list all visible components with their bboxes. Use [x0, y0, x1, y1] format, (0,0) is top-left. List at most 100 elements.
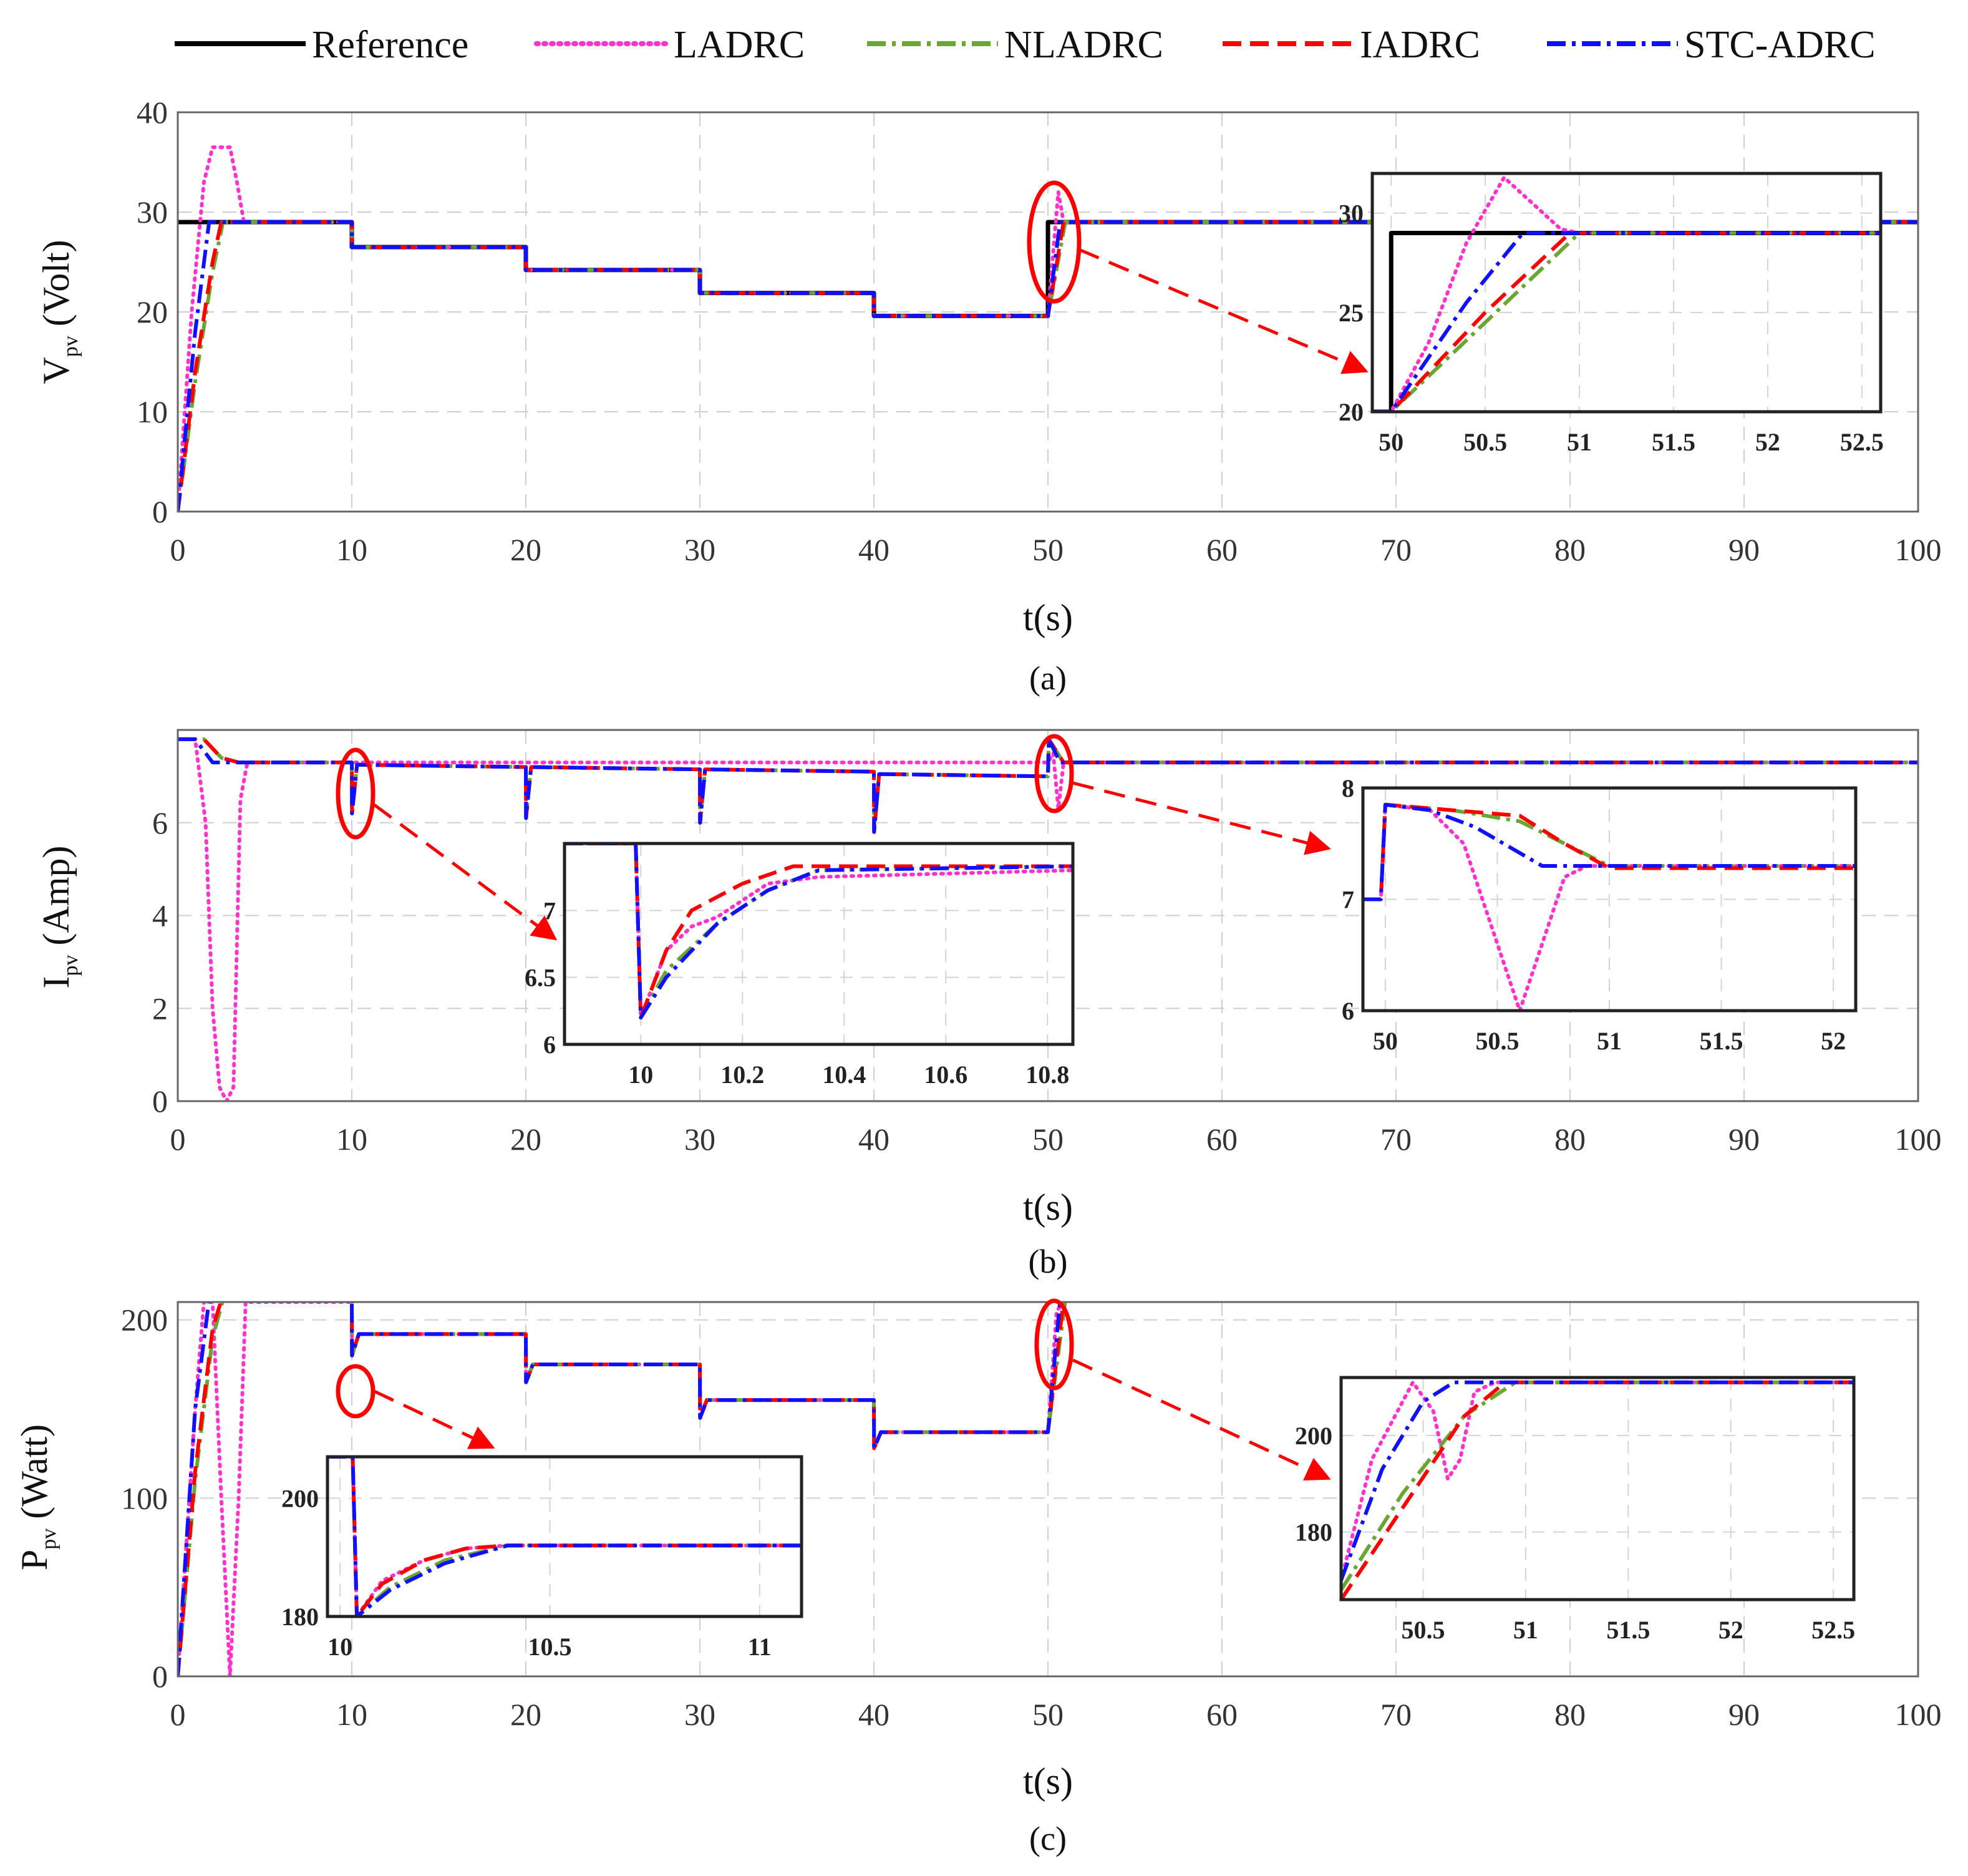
panel-b-inset1-ytick-7: 7 [543, 897, 556, 925]
panel-b-inset2-xtick-51: 51 [1597, 1027, 1622, 1055]
panel-c-inset1-ytick-200: 200 [281, 1484, 319, 1512]
panel-c-inset-zoom-10s: 10 10.5 11 180 200 [281, 1455, 803, 1661]
panel-c-caption: (c) [1029, 1820, 1067, 1857]
panel-c-xtick-0: 0 [170, 1697, 186, 1732]
panel-a-inset1-xtick-50: 50 [1379, 428, 1403, 456]
legend-label-stc-adrc: STC-ADRC [1684, 24, 1876, 66]
panel-b-inset2-xtick-52: 52 [1821, 1027, 1846, 1055]
panel-c-series [178, 1302, 1918, 1676]
panel-b-series [178, 737, 1918, 1101]
panel-b-xtick-40: 40 [858, 1122, 889, 1157]
panel-a-inset1-xtick-51-5: 51.5 [1652, 428, 1695, 456]
panel-c-xtick-10: 10 [336, 1697, 367, 1732]
panel-c-xtick-90: 90 [1728, 1697, 1760, 1732]
legend-label-nladrc: NLADRC [1004, 24, 1163, 66]
panel-b-inset1-xtick-10-8: 10.8 [1025, 1061, 1069, 1089]
panel-c-power: 0 10 20 30 40 50 60 70 80 90 100 0 100 200 Ppv (Watt)… [14, 1298, 1942, 1857]
panel-a-highlight-ellipse [1027, 180, 1082, 304]
panel-c-ytick-0: 0 [152, 1659, 168, 1694]
panel-a-ytick-40: 40 [137, 95, 168, 130]
panel-b-xtick-10: 10 [336, 1122, 367, 1157]
panel-c-inset1-background [327, 1457, 802, 1616]
panel-a-xtick-70: 70 [1380, 532, 1412, 567]
panel-a-inset1-frame [1370, 172, 1883, 414]
panel-c-xlabel: t(s) [1023, 1761, 1073, 1802]
panel-c-inset2-line-ladrc [1341, 1380, 1854, 1582]
panel-c-zoom-arrow-50s [1072, 1358, 1331, 1481]
panel-a-inset-zoom: 50 50.5 51 51.5 52 52.5 20 25 30 [1339, 172, 1884, 456]
panel-b-inset1-series-group [565, 843, 1073, 1020]
panel-c-inset2-xtick-50-5: 50.5 [1402, 1616, 1445, 1644]
panel-c-inset2-background [1341, 1378, 1854, 1600]
panel-c-inset2-ytick-180: 180 [1295, 1519, 1332, 1547]
panel-b-line-stc-adrc [178, 737, 1918, 834]
panel-c-inset-zoom-50s: 50.5 51 51.5 52 52.5 180 200 [1295, 1376, 1856, 1644]
panel-b-inset2-xtick-50-5: 50.5 [1475, 1027, 1519, 1055]
panel-c-xtick-80: 80 [1554, 1697, 1586, 1732]
legend-label-reference: Reference [312, 24, 468, 66]
panel-a-inset1-background [1372, 173, 1881, 412]
panel-a-xtick-50: 50 [1032, 532, 1064, 567]
panel-a-frame [177, 111, 1919, 513]
panel-b-inset1-line-iadrc [565, 843, 1073, 1020]
panel-b-zoom-arrow-10s [373, 803, 558, 941]
panel-a-ticks: 0 10 20 30 40 50 60 70 80 90 100 0 10 20 30 40 [137, 95, 1942, 567]
panel-c-ticks: 0 10 20 30 40 50 60 70 80 90 100 0 100 200 [121, 1303, 1942, 1732]
panel-a-xtick-80: 80 [1554, 532, 1586, 567]
panel-b-highlight-ellipse-50s [1034, 734, 1074, 814]
panel-a-line-stc-adrc [178, 220, 1918, 512]
panel-c-xtick-60: 60 [1206, 1697, 1238, 1732]
panel-c-xtick-40: 40 [858, 1697, 889, 1732]
panel-b-inset1-line-ladrc [565, 843, 1073, 1020]
panel-b-inset2-xtick-50: 50 [1373, 1027, 1398, 1055]
panel-a-xtick-40: 40 [858, 532, 889, 567]
panel-a-inset1-xtick-51: 51 [1567, 428, 1592, 456]
panel-c-inset1-xtick-11: 11 [748, 1633, 772, 1661]
panel-b-ytick-6: 6 [152, 805, 168, 840]
panel-b-inset1-xtick-10-2: 10.2 [720, 1061, 764, 1089]
panel-b-inset2-ytick-7: 7 [1342, 886, 1354, 914]
panel-b-inset2-xtick-51-5: 51.5 [1700, 1027, 1743, 1055]
panel-b-xtick-60: 60 [1206, 1122, 1238, 1157]
panel-b-inset1-background [565, 843, 1073, 1044]
panel-b-ytick-4: 4 [152, 898, 168, 933]
panel-c-highlight-ellipse-10s [336, 1364, 376, 1419]
panel-b-line-ladrc [178, 737, 1918, 1101]
panel-a-ytick-20: 20 [137, 294, 168, 329]
panel-b-inset1-xtick-10-4: 10.4 [822, 1061, 866, 1089]
panel-a-xtick-100: 100 [1895, 532, 1942, 567]
panel-b-zoom-arrow-50s [1072, 781, 1331, 855]
panel-b-xtick-90: 90 [1728, 1122, 1760, 1157]
panel-b-inset2-series-group [1363, 802, 1856, 1011]
panel-a-zoom-arrow [1079, 248, 1369, 374]
panel-b-xtick-0: 0 [170, 1122, 186, 1157]
panel-a-inset1-ytick-20: 20 [1339, 398, 1364, 426]
panel-a-inset1-xtick-50-5: 50.5 [1463, 428, 1507, 456]
panel-c-inset1-xtick-10-5: 10.5 [528, 1633, 571, 1661]
panel-c-inset1-line-iadrc [327, 1457, 802, 1616]
panel-b-inset2-line-iadrc [1363, 802, 1856, 902]
legend: Reference LADRC NLADRC IADRC STC-ADRC [175, 24, 1876, 66]
panel-b-xtick-30: 30 [684, 1122, 715, 1157]
panel-b-ytick-0: 0 [152, 1084, 168, 1119]
panel-a-ytick-30: 30 [137, 195, 168, 230]
panel-b-inset1-xtick-10-6: 10.6 [924, 1061, 967, 1089]
panel-c-ytick-200: 200 [121, 1303, 168, 1338]
panel-c-ytick-100: 100 [121, 1480, 168, 1515]
panel-b-current: 0 10 20 30 40 50 60 70 80 90 100 0 2 4 6 Ipv (Amp) t(s… [36, 729, 1942, 1280]
panel-c-zoom-arrow-10s [373, 1389, 495, 1449]
panel-b-inset2-frame [1361, 786, 1858, 1013]
panel-c-series-group [178, 1302, 1918, 1676]
panel-c-inset1-line-stc-adrc [327, 1457, 802, 1616]
panel-c-inset2-xtick-51-5: 51.5 [1606, 1616, 1650, 1644]
panel-a-inset1-series-group [1372, 175, 1881, 412]
panel-a-inset1-ytick-30: 30 [1339, 200, 1364, 228]
panel-b-xtick-50: 50 [1032, 1122, 1064, 1157]
panel-b-inset2-ytick-8: 8 [1342, 774, 1354, 802]
panel-c-inset2-line-stc-adrc [1341, 1380, 1854, 1582]
panel-b-inset1-frame [563, 842, 1075, 1046]
panel-b-ytick-2: 2 [152, 991, 168, 1026]
panel-c-xtick-70: 70 [1380, 1697, 1412, 1732]
panel-b-inset2-line-stc-adrc [1363, 802, 1856, 902]
